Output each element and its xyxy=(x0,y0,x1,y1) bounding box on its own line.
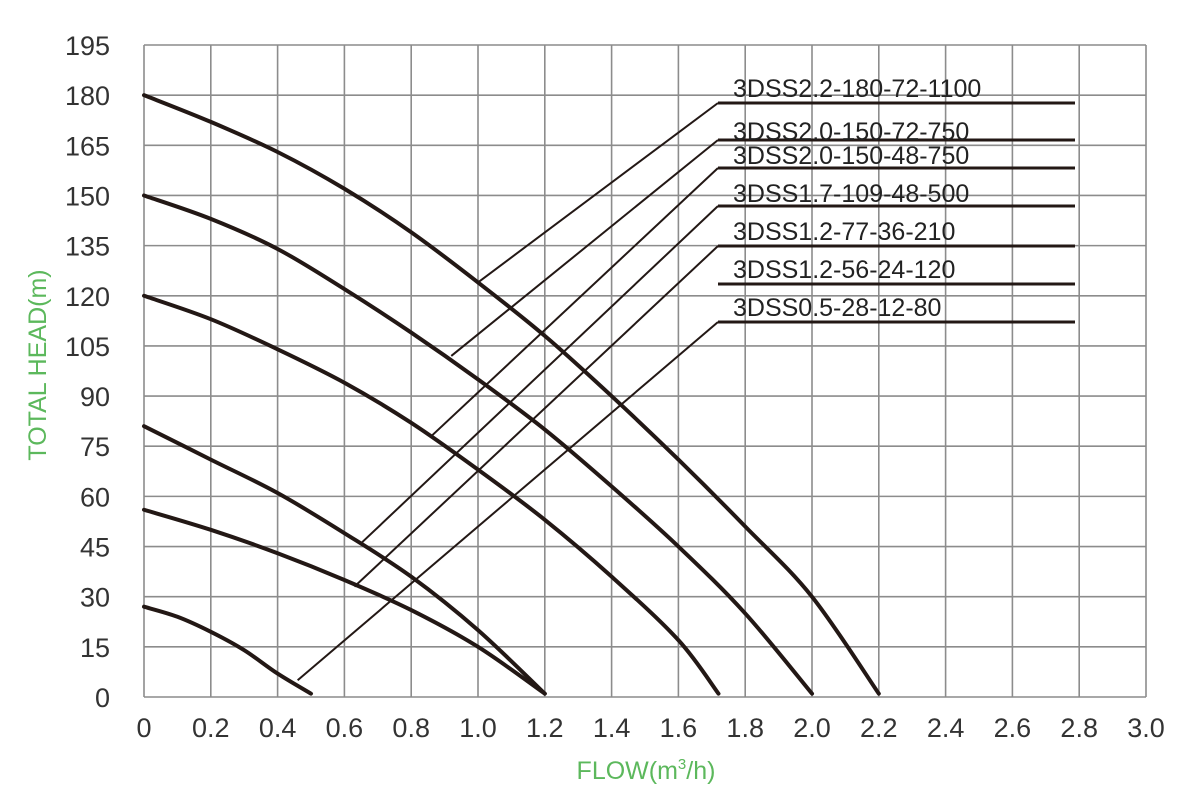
y-tick-label: 45 xyxy=(80,533,110,563)
leader-line-4 xyxy=(353,245,719,588)
leader-line-2 xyxy=(430,167,719,437)
x-tick-label: 0.8 xyxy=(392,713,430,743)
y-axis-ticks: 0 15 30 45 60 75 90 105 120 135 150 165 180 195 xyxy=(65,31,110,713)
x-axis-title-sup: 3 xyxy=(678,756,686,773)
leader-line-0 xyxy=(477,102,719,284)
x-tick-label: 1.6 xyxy=(660,713,698,743)
pump-curve-5 xyxy=(142,604,313,696)
y-tick-label: 15 xyxy=(80,633,110,663)
pump-curves xyxy=(142,93,881,696)
x-tick-label: 1.2 xyxy=(526,713,564,743)
y-tick-label: 120 xyxy=(65,282,110,312)
y-tick-label: 30 xyxy=(80,583,110,613)
x-tick-label: 2.0 xyxy=(793,713,831,743)
leader-line-1 xyxy=(450,139,719,357)
leader-line-3 xyxy=(360,205,719,544)
series-label: 3DSS0.5-28-12-80 xyxy=(733,294,941,322)
x-tick-label: 3.0 xyxy=(1127,713,1165,743)
series-label: 3DSS1.2-56-24-120 xyxy=(733,256,955,284)
pump-curve-4 xyxy=(142,507,547,696)
x-tick-label: 2.6 xyxy=(994,713,1032,743)
y-tick-label: 60 xyxy=(80,482,110,512)
x-tick-label: 1.0 xyxy=(459,713,497,743)
y-tick-label: 165 xyxy=(65,131,110,161)
series-labels: 3DSS2.2-180-72-11003DSS2.0-150-72-7503DS… xyxy=(296,75,1075,682)
series-label: 3DSS2.0-150-48-750 xyxy=(733,142,969,170)
y-tick-label: 105 xyxy=(65,332,110,362)
x-tick-label: 0 xyxy=(136,713,151,743)
pump-curve-3 xyxy=(142,424,547,696)
series-label: 3DSS2.2-180-72-1100 xyxy=(733,75,981,103)
grid-horizontal-lines xyxy=(144,44,1146,698)
series-label: 3DSS1.7-109-48-500 xyxy=(733,180,969,208)
pump-curve-0 xyxy=(142,93,881,696)
x-tick-label: 0.2 xyxy=(192,713,230,743)
x-axis-title-main: FLOW(m xyxy=(577,757,678,785)
pump-curve-1 xyxy=(142,193,814,696)
y-tick-label: 90 xyxy=(80,382,110,412)
y-tick-label: 75 xyxy=(80,432,110,462)
x-tick-label: 1.4 xyxy=(593,713,631,743)
leader-line-5 xyxy=(296,321,719,682)
series-label: 3DSS1.2-77-36-210 xyxy=(733,218,955,246)
x-tick-label: 2.4 xyxy=(927,713,965,743)
y-tick-label: 0 xyxy=(95,683,110,713)
x-tick-label: 0.4 xyxy=(259,713,297,743)
x-tick-label: 2.8 xyxy=(1060,713,1098,743)
x-axis-ticks: 0 0.2 0.4 0.6 0.8 1.0 1.2 1.4 1.6 1.8 2.0 2.2 2.4 2.6… xyxy=(136,713,1164,743)
x-axis-title: FLOW(m3/h) xyxy=(577,756,716,785)
y-tick-label: 150 xyxy=(65,181,110,211)
y-tick-label: 195 xyxy=(65,31,110,61)
grid-vertical-lines xyxy=(143,45,1147,697)
x-tick-label: 1.8 xyxy=(726,713,764,743)
pump-curve-2 xyxy=(142,293,721,696)
x-tick-label: 2.2 xyxy=(860,713,898,743)
x-axis-title-tail: /h) xyxy=(686,757,715,785)
y-tick-label: 135 xyxy=(65,232,110,262)
x-tick-label: 0.6 xyxy=(326,713,364,743)
series-label: 3DSS2.0-150-72-750 xyxy=(733,118,969,146)
y-tick-label: 180 xyxy=(65,81,110,111)
y-axis-title: TOTAL HEAD(m) xyxy=(24,269,52,460)
